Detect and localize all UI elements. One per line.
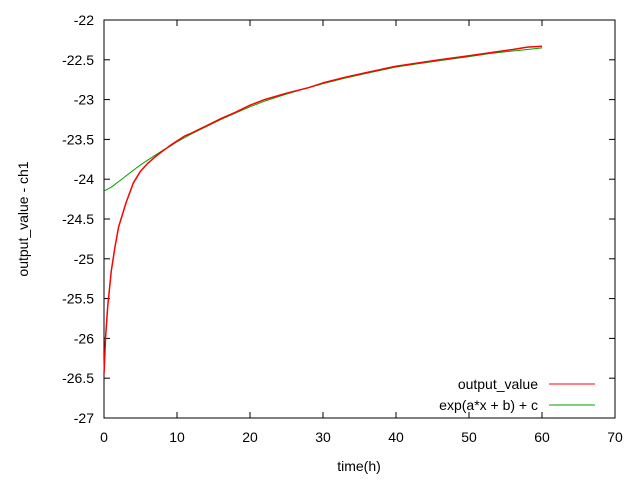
x-tick-label: 0 [100,429,108,445]
y-tick-label: -27 [74,410,94,426]
y-tick-label: -22 [74,12,94,28]
plot-frame [103,19,616,419]
y-axis-label: output_value - ch1 [15,161,31,276]
series-line-exp-a-x-b-c [103,47,543,192]
x-tick-label: 30 [315,429,331,445]
legend-label-output-value: output_value [458,376,538,392]
x-tick-label: 40 [388,429,404,445]
y-tick-label: -25.5 [62,291,94,307]
x-tick-label: 50 [461,429,477,445]
y-tick-label: -23.5 [62,131,94,147]
legend: output_value exp(a*x + b) + c [439,376,595,413]
y-ticks: -27 -26.5 -26 -25.5 -25 -24.5 -24 -23.5 -23 -22.5… [62,12,615,426]
x-tick-label: 10 [169,429,185,445]
y-tick-label: -26 [74,330,94,346]
x-tick-label: 20 [242,429,258,445]
series-group [103,45,543,375]
y-tick-label: -23 [74,92,94,108]
y-tick-label: -22.5 [62,52,94,68]
y-tick-label: -25 [74,251,94,267]
series-line-output-value [103,45,543,375]
x-tick-label: 70 [607,429,623,445]
legend-label-exp-a-x-b-c: exp(a*x + b) + c [439,397,538,413]
x-axis-label: time(h) [337,458,381,474]
y-tick-label: -26.5 [62,370,94,386]
y-tick-label: -24 [74,171,94,187]
x-ticks: 0 10 20 30 40 50 60 70 [100,20,623,445]
y-tick-label: -24.5 [62,211,94,227]
x-tick-label: 60 [534,429,550,445]
